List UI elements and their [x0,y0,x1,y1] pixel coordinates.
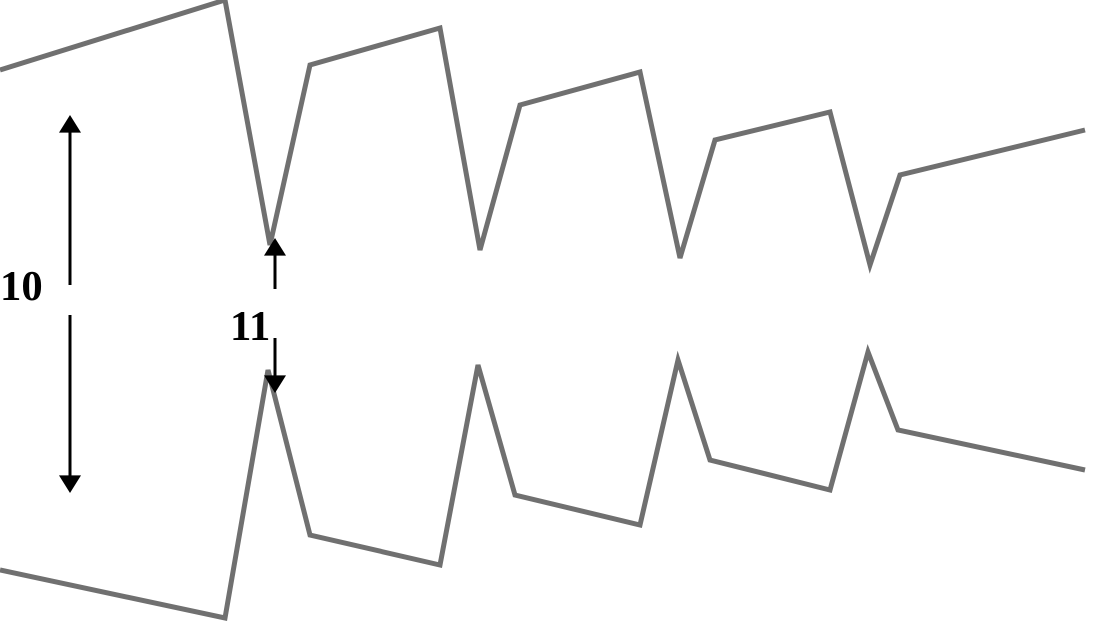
dim10-arrow-up-head [59,115,81,133]
dim10-label: 10 [0,263,43,310]
top-profile-path [0,0,1085,265]
technical-diagram: 10 11 [0,0,1093,625]
dim10-arrow-down-head [59,475,81,493]
top-profile [0,0,1085,265]
dimension-11: 11 [230,238,286,393]
bottom-profile-path [0,352,1085,618]
bottom-profile [0,352,1085,618]
dimension-10: 10 [0,115,81,493]
dim11-label: 11 [230,303,270,350]
